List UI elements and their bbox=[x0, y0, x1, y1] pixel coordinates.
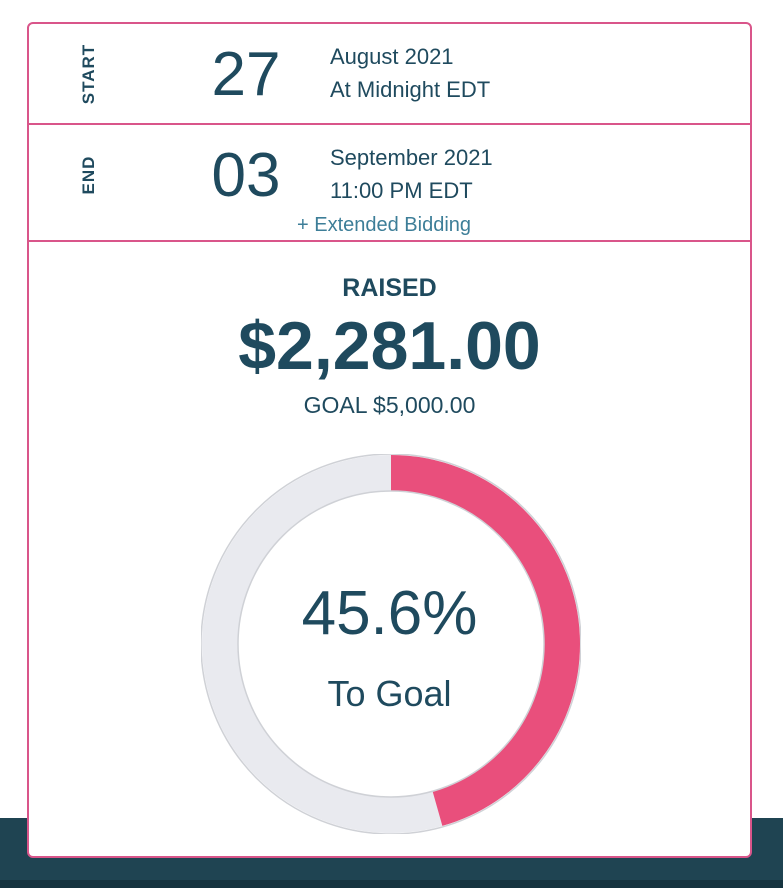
progress-caption: To Goal bbox=[327, 673, 452, 714]
start-day: 27 bbox=[211, 40, 281, 109]
start-label: START bbox=[79, 43, 98, 105]
auction-summary-card: START 27 August 2021 At Midnight EDT END… bbox=[27, 22, 752, 858]
progress-ring bbox=[201, 454, 581, 834]
raised-label: RAISED bbox=[342, 274, 437, 302]
end-label: END bbox=[79, 155, 98, 195]
progress-ring-inner-border bbox=[237, 490, 545, 798]
start-time: At Midnight EDT bbox=[330, 77, 491, 102]
end-row: END 03 September 2021 11:00 PM EDT + Ext… bbox=[29, 125, 750, 242]
footer-edge bbox=[0, 880, 783, 888]
start-month-year: August 2021 bbox=[330, 44, 454, 69]
goal-amount: GOAL $5,000.00 bbox=[303, 392, 476, 418]
end-month-year: September 2021 bbox=[330, 145, 493, 170]
end-time: 11:00 PM EDT bbox=[330, 178, 473, 203]
start-row: START 27 August 2021 At Midnight EDT bbox=[29, 24, 750, 125]
raised-amount: $2,281.00 bbox=[238, 308, 541, 384]
extended-bidding-link[interactable]: + Extended Bidding bbox=[297, 214, 472, 236]
end-day: 03 bbox=[211, 141, 281, 210]
progress-ring-arc bbox=[202, 455, 580, 833]
progress-percent: 45.6% bbox=[301, 579, 478, 648]
